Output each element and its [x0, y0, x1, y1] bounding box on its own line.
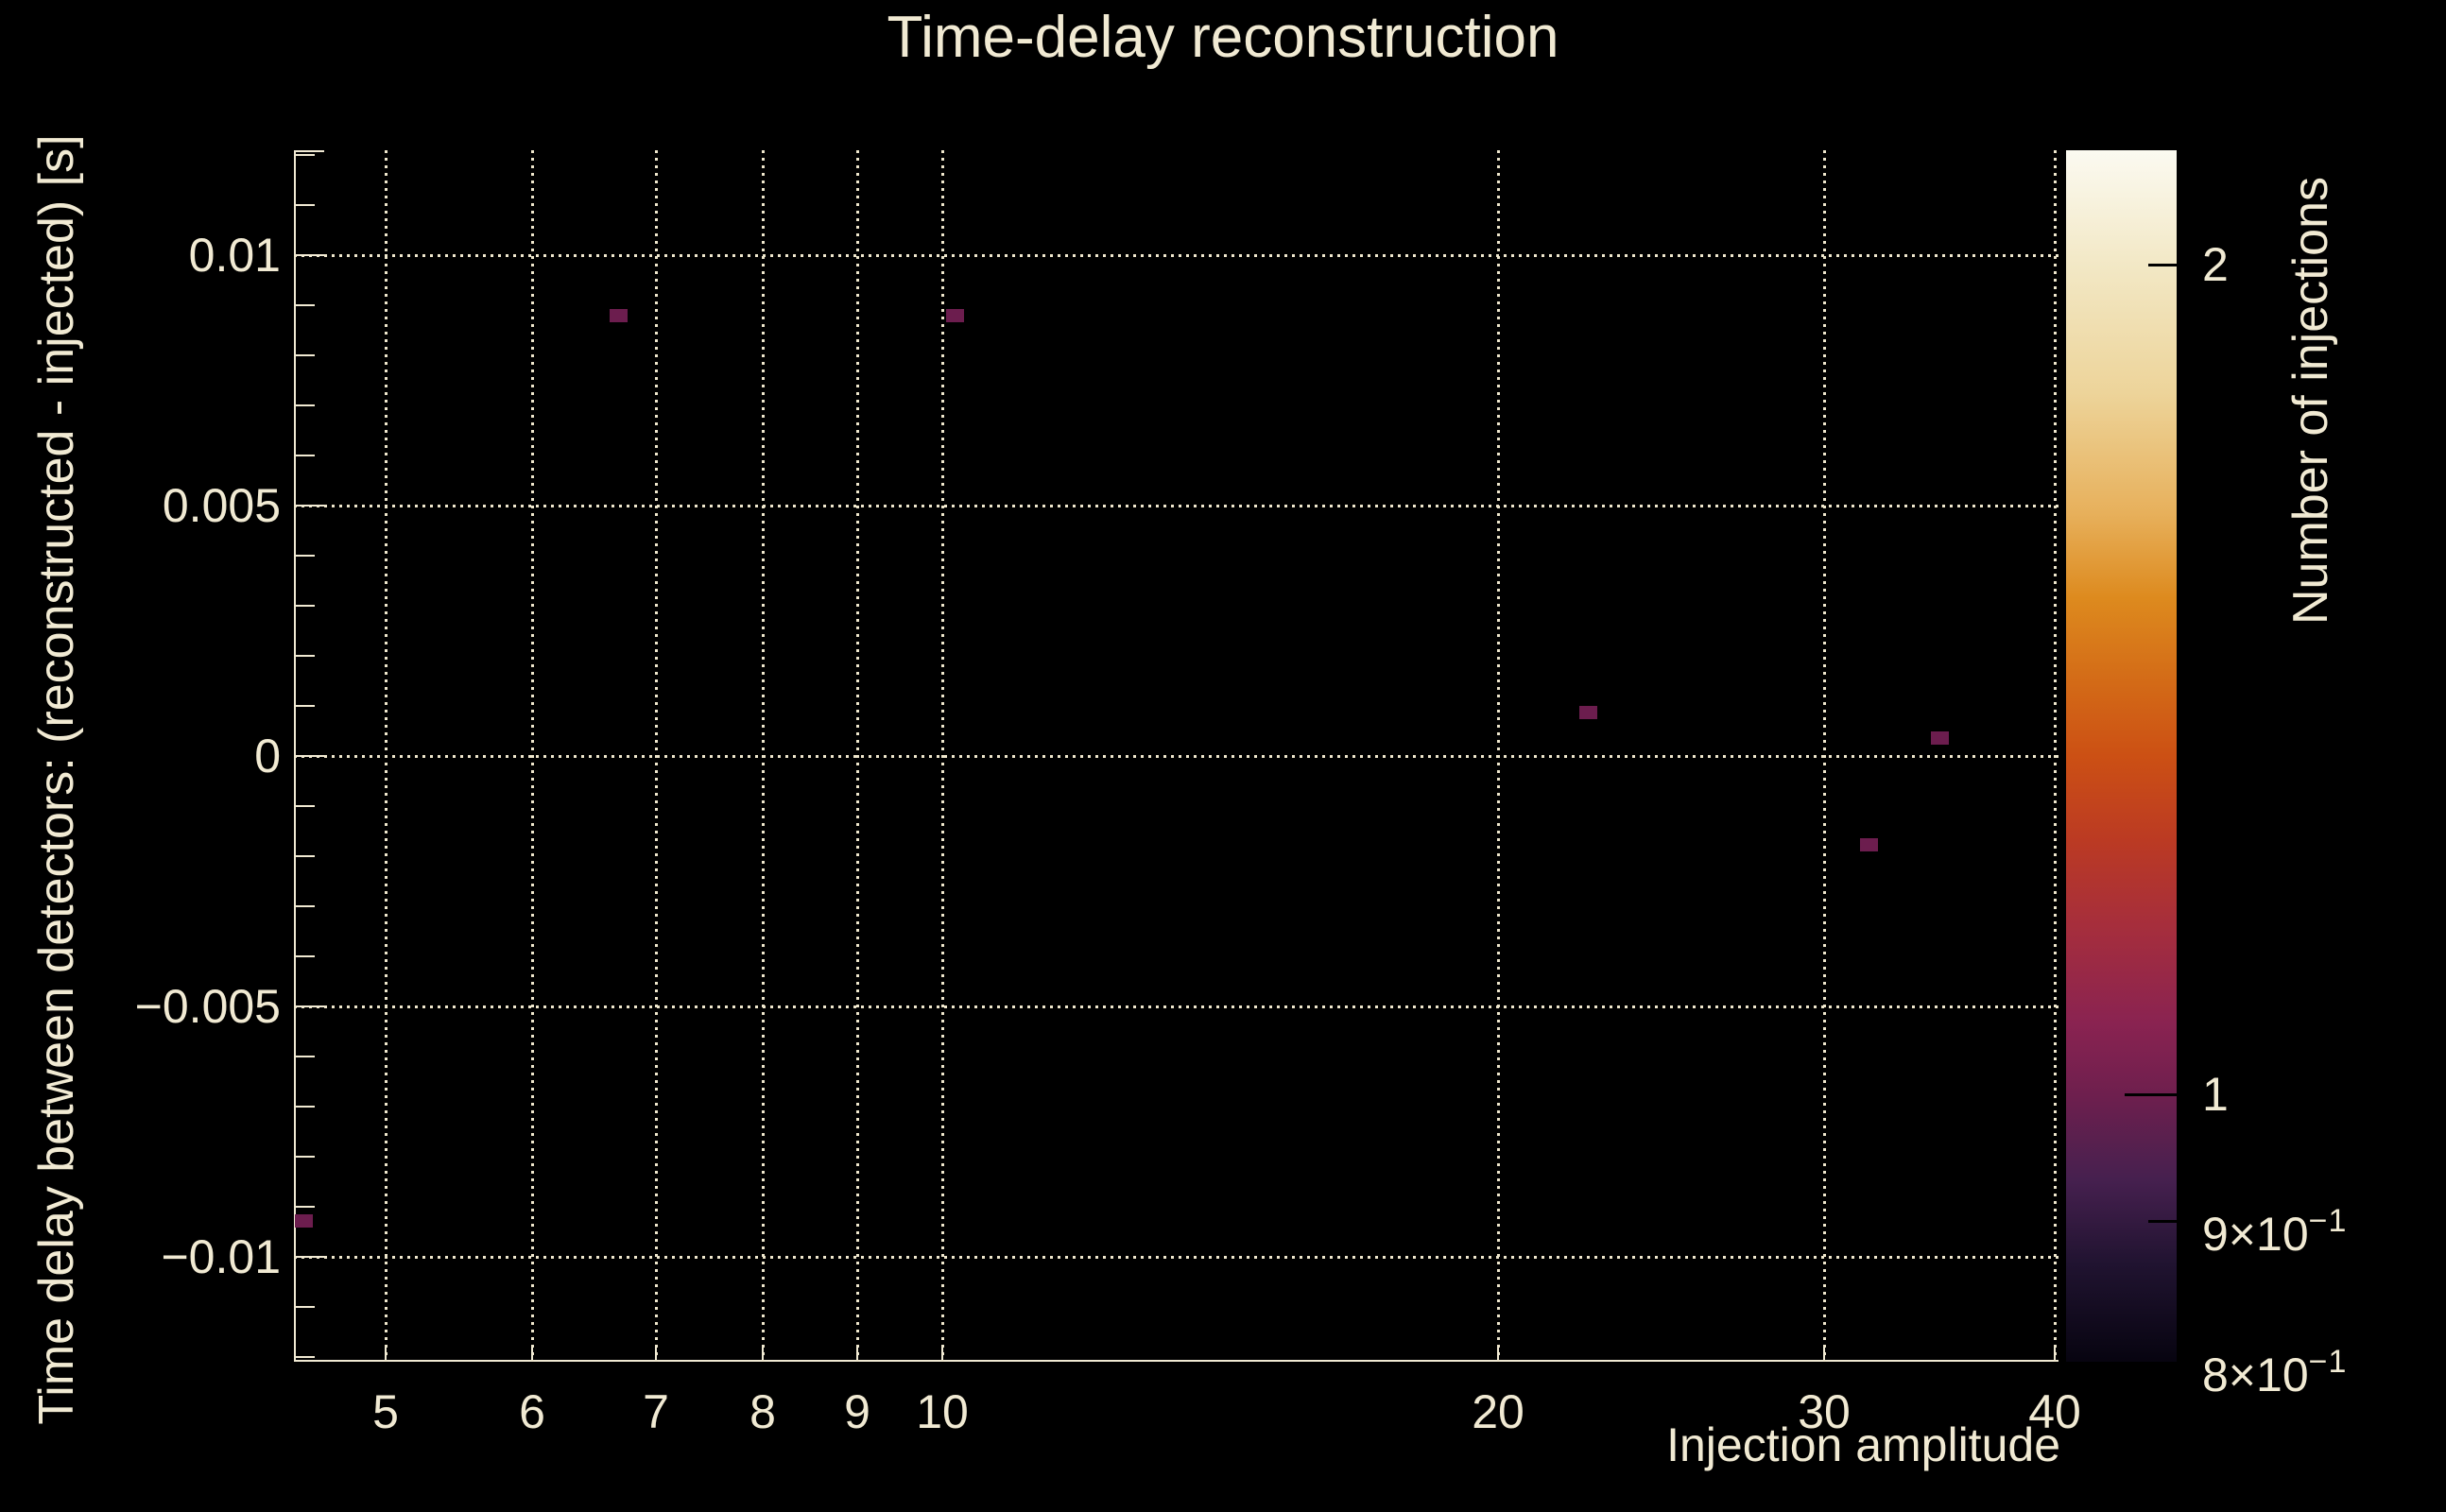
colorbar-tick-label: 1 [2202, 1065, 2229, 1124]
x-axis-tick [856, 1347, 858, 1360]
y-tick-label: −0.01 [161, 1230, 281, 1283]
y-axis-tick [296, 254, 324, 256]
x-axis-tick [385, 1347, 387, 1360]
y-tick-label: 0 [254, 730, 281, 782]
colorbar-tick-label-base: 9×10 [2202, 1208, 2309, 1261]
y-axis-tick [296, 705, 315, 707]
y-gridline [294, 755, 2058, 758]
y-axis-tick [296, 404, 315, 406]
y-axis-tick [296, 605, 315, 607]
y-axis-tick [296, 354, 315, 356]
x-axis-tick [941, 1347, 943, 1360]
x-axis-title: Injection amplitude [1666, 1418, 2060, 1471]
x-tick-label: 6 [519, 1385, 545, 1438]
y-axis-tick [296, 1306, 315, 1308]
x-axis-tick [1497, 1347, 1499, 1360]
y-axis-tick [296, 1156, 315, 1158]
x-tick-label: 10 [916, 1385, 969, 1438]
colorbar-tick-label: 8×10−1 [2202, 1332, 2348, 1401]
x-axis-tick [2054, 1347, 2056, 1360]
y-axis-tick [296, 1056, 315, 1057]
data-bin [946, 309, 964, 322]
y-axis-tick [296, 154, 315, 156]
colorbar-tick-label: 9×10−1 [2202, 1192, 2348, 1261]
data-bin [610, 309, 628, 322]
data-bin [295, 1214, 313, 1228]
x-tick-label: 40 [2028, 1385, 2081, 1438]
colorbar-tick-label-base: 1 [2202, 1068, 2229, 1121]
y-axis-tick [296, 1256, 324, 1258]
y-axis-tick [296, 905, 315, 907]
colorbar-gradient [2066, 150, 2177, 1362]
colorbar-tick [2125, 1093, 2177, 1096]
y-axis-tick [296, 1106, 315, 1108]
colorbar-tick-label-exponent: −1 [2308, 1203, 2348, 1239]
colorbar-tick [2148, 264, 2177, 266]
x-tick-label: 9 [844, 1385, 870, 1438]
x-axis-tick [531, 1347, 533, 1360]
x-tick-label: 8 [749, 1385, 776, 1438]
y-axis-tick [296, 204, 315, 206]
y-axis-tick [296, 755, 324, 757]
data-bin [1579, 706, 1597, 719]
y-tick-label: −0.005 [134, 980, 281, 1033]
y-axis-tick [296, 150, 324, 152]
y-gridline [294, 505, 2058, 507]
colorbar-tick-label-base: 2 [2202, 238, 2229, 291]
y-axis-tick [296, 655, 315, 657]
y-axis-tick [296, 805, 315, 807]
y-axis-tick [296, 1005, 324, 1007]
y-axis-tick [296, 855, 315, 857]
x-tick-label: 7 [643, 1385, 669, 1438]
x-tick-label: 20 [1472, 1385, 1524, 1438]
data-bin [1860, 838, 1878, 851]
y-axis-tick [296, 505, 324, 507]
y-axis-tick [296, 555, 315, 557]
colorbar-tick-label: 2 [2202, 235, 2229, 294]
colorbar-tick-label-exponent: −1 [2308, 1344, 2348, 1380]
x-axis-tick [1823, 1347, 1825, 1360]
y-tick-label: 0.005 [162, 479, 281, 532]
data-bin [1931, 731, 1949, 745]
y-gridline [294, 1256, 2058, 1259]
x-axis-tick [762, 1347, 764, 1360]
y-tick-label: 0.01 [188, 229, 281, 282]
x-tick-label: 30 [1798, 1385, 1851, 1438]
chart-title: Time-delay reconstruction [887, 5, 1559, 70]
y-axis-tick [296, 1206, 315, 1208]
y-gridline [294, 1005, 2058, 1008]
y-axis-tick [296, 455, 315, 456]
x-axis-line [294, 1360, 2058, 1362]
colorbar-tick-label-base: 8×10 [2202, 1349, 2309, 1401]
x-tick-label: 5 [372, 1385, 399, 1438]
x-axis-tick [655, 1347, 657, 1360]
colorbar-title: Number of injections [2283, 177, 2338, 625]
y-axis-tick [296, 304, 315, 306]
y-gridline [294, 254, 2058, 257]
colorbar-tick [2148, 1220, 2177, 1223]
y-axis-tick [296, 1356, 315, 1358]
y-axis-tick [296, 955, 315, 957]
